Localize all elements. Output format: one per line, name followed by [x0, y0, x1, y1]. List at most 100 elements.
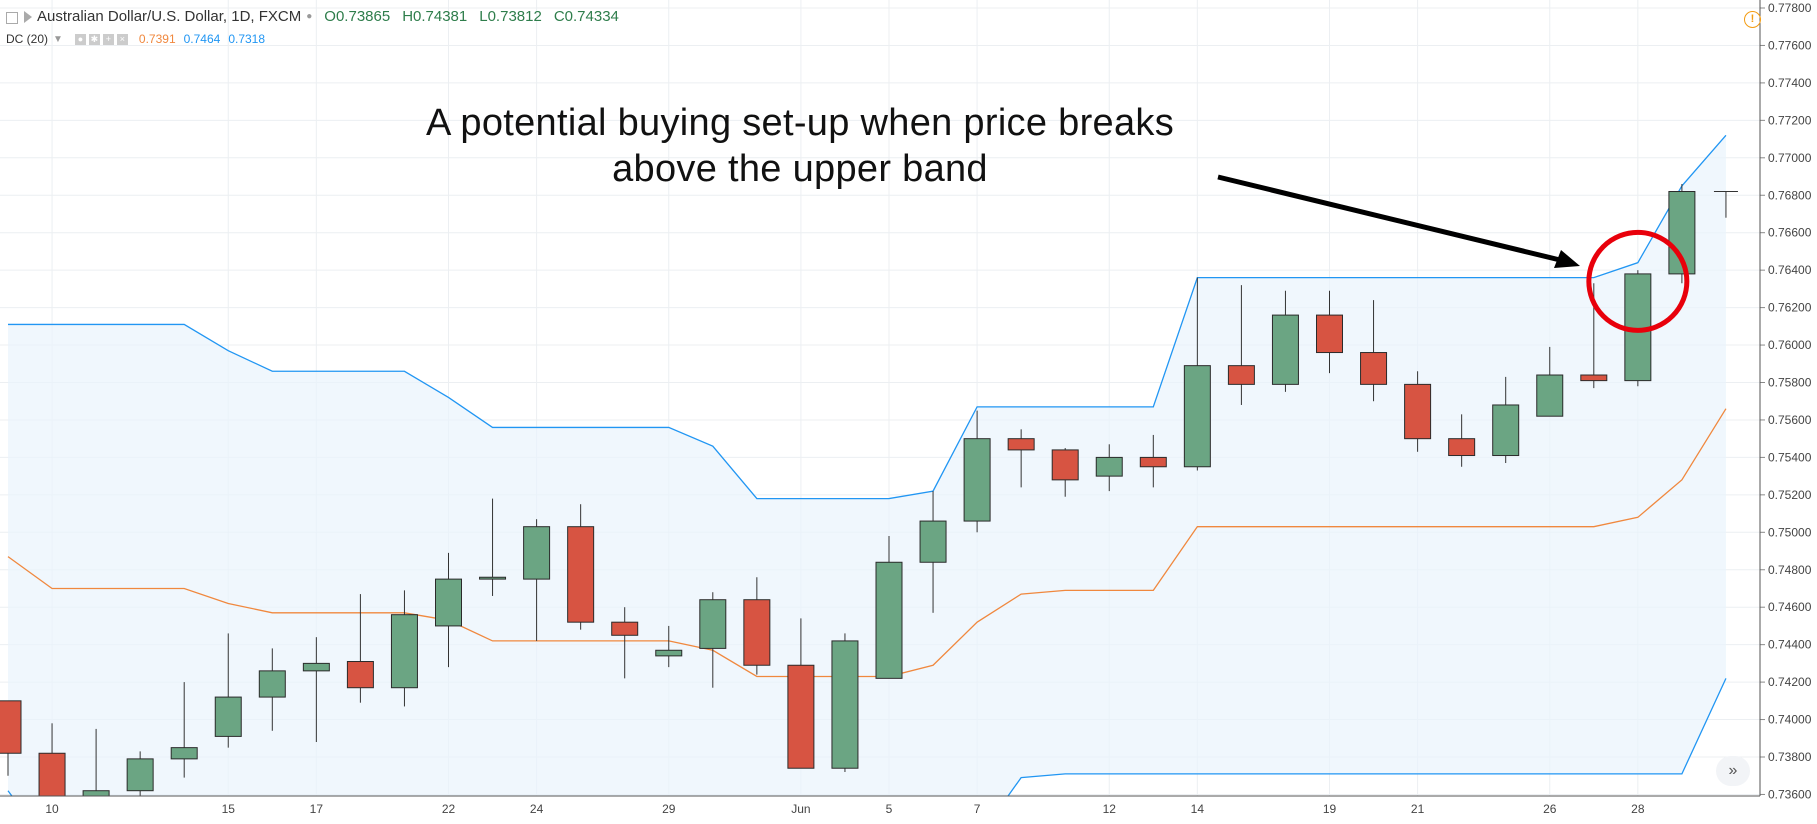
candle: [1271, 290, 1299, 392]
candle-body: [1095, 456, 1123, 477]
price-axis[interactable]: 0.77800 0.77600 0.77400 0.77200 0.77000 0.768…: [1759, 0, 1812, 801]
time-axis[interactable]: 10 15 17 22 24 29 Jun 5 7 12 14 19 21 26 28: [0, 795, 1760, 816]
candle-body: [1404, 383, 1432, 440]
price-tick-label: 0.76600: [1768, 226, 1812, 240]
price-tick-label: 0.77200: [1768, 113, 1812, 127]
plus-icon[interactable]: +: [102, 33, 114, 45]
candle: [1051, 448, 1079, 497]
candle: [38, 723, 66, 796]
price-tick-label: 0.74600: [1768, 600, 1812, 614]
candle-body: [1271, 314, 1299, 385]
price-tick-label: 0.73800: [1768, 750, 1812, 764]
alert-icon[interactable]: !: [1744, 11, 1761, 28]
candle-body: [390, 614, 418, 689]
annotation-line-1: A potential buying set-up when price bre…: [425, 102, 1175, 144]
collapse-legend-icon[interactable]: [6, 11, 18, 24]
candle: [1360, 300, 1388, 402]
time-tick-label: 14: [1191, 802, 1205, 816]
candle: [302, 637, 330, 743]
candle: [1007, 429, 1035, 488]
candle-body: [523, 526, 551, 580]
chevron-down-icon[interactable]: ●: [306, 11, 313, 22]
candle-body: [1007, 438, 1035, 451]
candle: [214, 633, 242, 748]
indicator-value-lower: 0.7318: [228, 32, 266, 46]
candle-body: [1580, 374, 1608, 382]
time-tick-label: 26: [1543, 802, 1557, 816]
ohlc-low: L0.73812: [479, 8, 542, 25]
eye-icon[interactable]: ●: [74, 33, 86, 45]
time-tick-label: 19: [1323, 802, 1337, 816]
candle-body: [346, 661, 374, 689]
indicator-legend: DC (20) ▼ ● ✱ + × 0.7391 0.7464 0.7318: [6, 32, 265, 46]
candle-body: [1139, 456, 1167, 468]
time-tick-label: Jun: [791, 802, 810, 816]
price-tick-label: 0.73600: [1768, 787, 1812, 801]
price-tick-label: 0.76400: [1768, 263, 1812, 277]
annotation-layer: [1217, 174, 1690, 333]
price-tick-label: 0.74400: [1768, 638, 1812, 652]
price-tick-label: 0.75200: [1768, 488, 1812, 502]
ohlc-open: O0.73865: [324, 8, 391, 25]
candle-body: [302, 662, 330, 672]
price-tick-label: 0.76200: [1768, 301, 1812, 315]
scroll-right-icon[interactable]: »: [1716, 756, 1750, 786]
price-tick-label: 0.75000: [1768, 525, 1812, 539]
candle: [699, 592, 727, 688]
annotation-arrow: [1217, 174, 1561, 263]
upper-band-line: [8, 134, 1727, 500]
candle-body: [170, 747, 198, 760]
price-tick-label: 0.77800: [1768, 1, 1812, 15]
candle: [567, 504, 595, 630]
candle-body: [567, 526, 595, 623]
settings-icon[interactable]: ✱: [88, 33, 100, 45]
price-tick-label: 0.75400: [1768, 450, 1812, 464]
candle-body: [1448, 438, 1476, 457]
middle-band-line: [7, 408, 1727, 678]
candle: [611, 607, 639, 679]
time-tick-label: 28: [1631, 802, 1645, 816]
candle: [831, 633, 859, 772]
candle: [919, 491, 947, 613]
candle: [390, 590, 418, 707]
price-tick-label: 0.77400: [1768, 76, 1812, 90]
candle-body: [963, 438, 991, 522]
ohlc-high: H0.74381: [402, 8, 468, 25]
flag-icon: [24, 10, 32, 23]
close-icon[interactable]: ×: [116, 33, 128, 45]
candle: [1536, 346, 1564, 417]
candle-body: [919, 520, 947, 563]
price-tick-label: 0.76800: [1768, 188, 1812, 202]
time-tick-label: 21: [1411, 802, 1425, 816]
candle: [346, 594, 374, 703]
candle: [655, 625, 683, 668]
arrow-head: [1554, 250, 1580, 268]
candle: [82, 728, 110, 796]
price-tick-label: 0.74800: [1768, 563, 1812, 577]
candle-body: [655, 649, 683, 657]
indicator-name[interactable]: DC (20): [6, 32, 49, 46]
candle: [963, 410, 991, 533]
candle-body: [0, 700, 22, 754]
candle: [523, 519, 551, 641]
time-tick-label: 24: [530, 802, 544, 816]
candle-body: [126, 758, 154, 792]
annotation-text: A potential buying set-up when price bre…: [350, 100, 1250, 192]
candle: [1668, 184, 1696, 284]
chevron-down-icon[interactable]: ▼: [53, 33, 63, 45]
time-tick-label: 15: [222, 802, 236, 816]
candle: [479, 498, 507, 596]
time-tick-label: 5: [886, 802, 893, 816]
candle: [1183, 277, 1211, 471]
time-tick-label: 7: [974, 802, 981, 816]
candle-body: [479, 576, 507, 580]
candle: [435, 552, 462, 668]
candle: [743, 577, 771, 675]
time-tick-label: 12: [1103, 802, 1117, 816]
candle-body: [1316, 314, 1343, 354]
candle-body: [1051, 449, 1079, 481]
candle: [1227, 285, 1255, 405]
ohlc-close: C0.74334: [553, 8, 619, 25]
